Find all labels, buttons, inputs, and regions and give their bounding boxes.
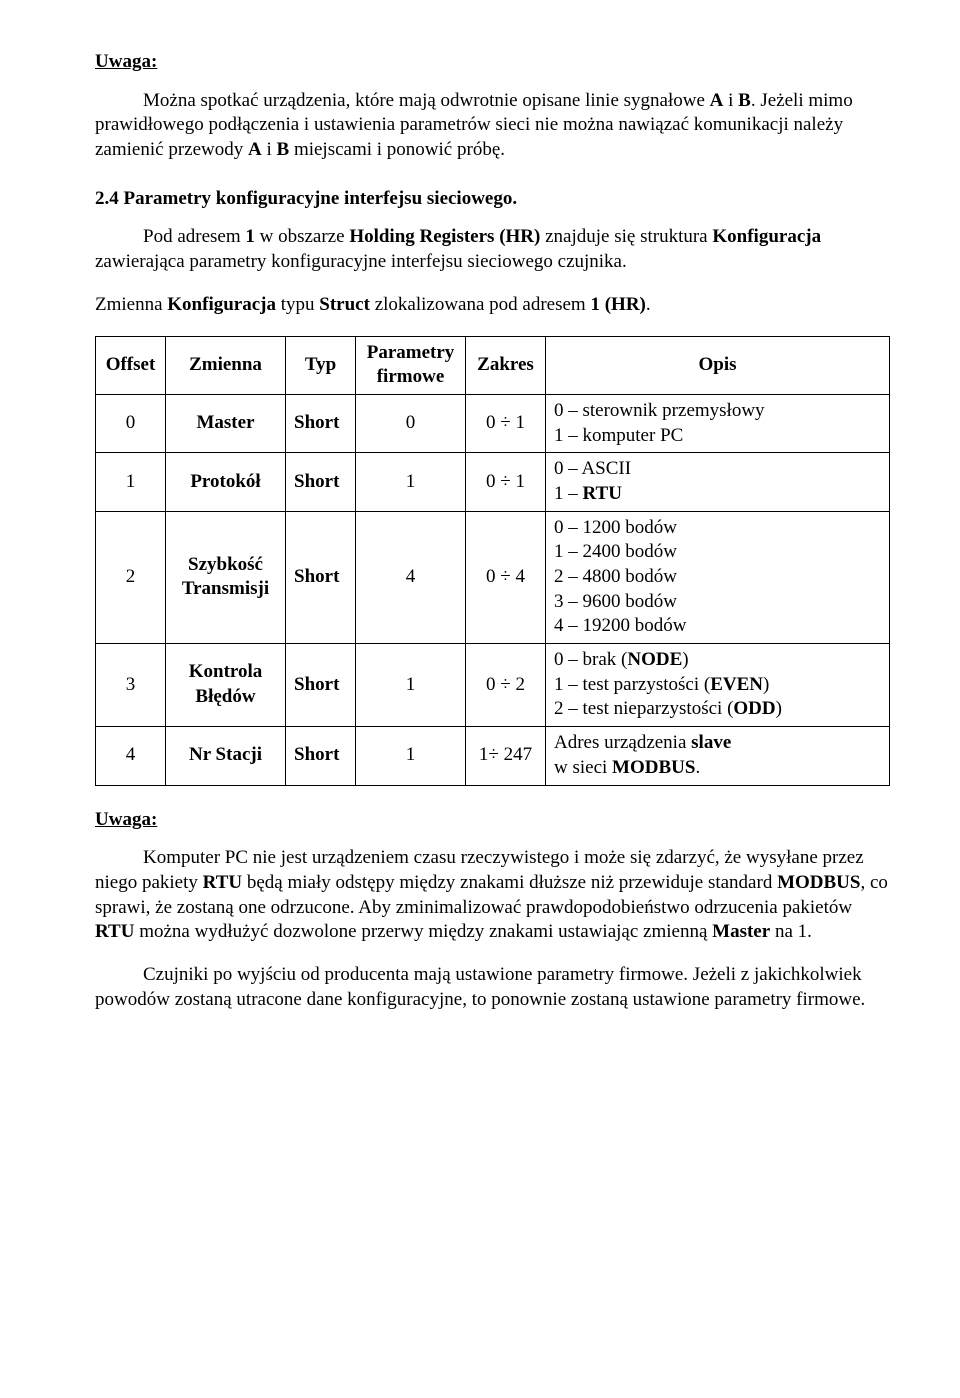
- text-bold: Konfiguracja: [167, 294, 276, 315]
- section-2-4-p1: Pod adresem 1 w obszarze Holding Registe…: [95, 225, 890, 274]
- text: typu: [276, 294, 319, 315]
- table-cell: 0 – sterownik przemysłowy1 – komputer PC: [546, 394, 890, 452]
- text: miejscami i ponowić próbę.: [289, 139, 505, 160]
- table-cell: Adres urządzenia slavew sieci MODBUS.: [546, 727, 890, 785]
- text: na 1.: [770, 921, 812, 942]
- text: i: [262, 139, 277, 160]
- table-cell: Master: [166, 394, 286, 452]
- text: Można spotkać urządzenia, które mają odw…: [143, 90, 710, 111]
- table-cell: 1: [356, 453, 466, 511]
- note2-label: Uwaga:: [95, 808, 890, 833]
- table-row: 3KontrolaBłędówShort10 ÷ 20 – brak (NODE…: [96, 644, 890, 727]
- th-param: Parametryfirmowe: [356, 336, 466, 394]
- table-cell: 3: [96, 644, 166, 727]
- config-table: Offset Zmienna Typ Parametryfirmowe Zakr…: [95, 336, 890, 786]
- text-bold: MODBUS: [777, 872, 860, 893]
- text-bold: Struct: [319, 294, 370, 315]
- table-cell: Nr Stacji: [166, 727, 286, 785]
- text: będą miały odstępy między znakami dłuższ…: [242, 872, 777, 893]
- table-cell: Short: [286, 644, 356, 727]
- table-cell: 0 – brak (NODE)1 – test parzystości (EVE…: [546, 644, 890, 727]
- text-bold: 1: [245, 226, 255, 247]
- text-bold: A: [248, 139, 262, 160]
- text: zlokalizowana pod adresem: [370, 294, 591, 315]
- text-bold: 1 (HR): [590, 294, 645, 315]
- text-bold: A: [710, 90, 724, 111]
- table-row: 4Nr StacjiShort11÷ 247Adres urządzenia s…: [96, 727, 890, 785]
- text: Zmienna: [95, 294, 167, 315]
- text-bold: Holding Registers (HR): [349, 226, 540, 247]
- text: w obszarze: [255, 226, 349, 247]
- note2-label-text: Uwaga:: [95, 809, 157, 830]
- table-cell: 0: [356, 394, 466, 452]
- text-bold: Master: [712, 921, 770, 942]
- th-zakres: Zakres: [466, 336, 546, 394]
- note1-paragraph: Można spotkać urządzenia, które mają odw…: [95, 89, 890, 163]
- table-cell: Protokół: [166, 453, 286, 511]
- text: można wydłużyć dozwolone przerwy między …: [134, 921, 712, 942]
- table-cell: 1÷ 247: [466, 727, 546, 785]
- table-cell: SzybkośćTransmisji: [166, 511, 286, 643]
- table-cell: Short: [286, 727, 356, 785]
- text-bold: RTU: [95, 921, 134, 942]
- th-offset: Offset: [96, 336, 166, 394]
- table-cell: Short: [286, 394, 356, 452]
- text: zawierająca parametry konfiguracyjne int…: [95, 251, 627, 272]
- table-header-row: Offset Zmienna Typ Parametryfirmowe Zakr…: [96, 336, 890, 394]
- table-cell: 2: [96, 511, 166, 643]
- table-cell: 0 – ASCII1 – RTU: [546, 453, 890, 511]
- section-2-4-p2: Zmienna Konfiguracja typu Struct zlokali…: [95, 293, 890, 318]
- th-zmienna: Zmienna: [166, 336, 286, 394]
- table-cell: 0: [96, 394, 166, 452]
- text: .: [646, 294, 651, 315]
- table-cell: 1: [96, 453, 166, 511]
- note2-p1: Komputer PC nie jest urządzeniem czasu r…: [95, 846, 890, 945]
- note1-label-text: Uwaga:: [95, 51, 157, 72]
- text-bold: B: [738, 90, 751, 111]
- table-cell: Short: [286, 511, 356, 643]
- table-cell: Short: [286, 453, 356, 511]
- text-bold: Konfiguracja: [712, 226, 821, 247]
- table-cell: 0 ÷ 1: [466, 394, 546, 452]
- table-cell: 1: [356, 644, 466, 727]
- table-cell: KontrolaBłędów: [166, 644, 286, 727]
- table-cell: 4: [356, 511, 466, 643]
- note2-p2: Czujniki po wyjściu od producenta mają u…: [95, 963, 890, 1012]
- text: Pod adresem: [143, 226, 245, 247]
- text: i: [723, 90, 738, 111]
- th-opis: Opis: [546, 336, 890, 394]
- table-row: 0MasterShort00 ÷ 10 – sterownik przemysł…: [96, 394, 890, 452]
- table-cell: 0 ÷ 4: [466, 511, 546, 643]
- table-cell: 0 ÷ 1: [466, 453, 546, 511]
- text-bold: RTU: [203, 872, 242, 893]
- text: znajduje się struktura: [540, 226, 712, 247]
- table-row: 2SzybkośćTransmisjiShort40 ÷ 40 – 1200 b…: [96, 511, 890, 643]
- note1-label: Uwaga:: [95, 50, 890, 75]
- table-cell: 4: [96, 727, 166, 785]
- text-bold: B: [277, 139, 290, 160]
- table-cell: 0 ÷ 2: [466, 644, 546, 727]
- th-typ: Typ: [286, 336, 356, 394]
- table-cell: 0 – 1200 bodów1 – 2400 bodów2 – 4800 bod…: [546, 511, 890, 643]
- table-row: 1ProtokółShort10 ÷ 10 – ASCII1 – RTU: [96, 453, 890, 511]
- table-cell: 1: [356, 727, 466, 785]
- section-2-4-heading: 2.4 Parametry konfiguracyjne interfejsu …: [95, 187, 890, 212]
